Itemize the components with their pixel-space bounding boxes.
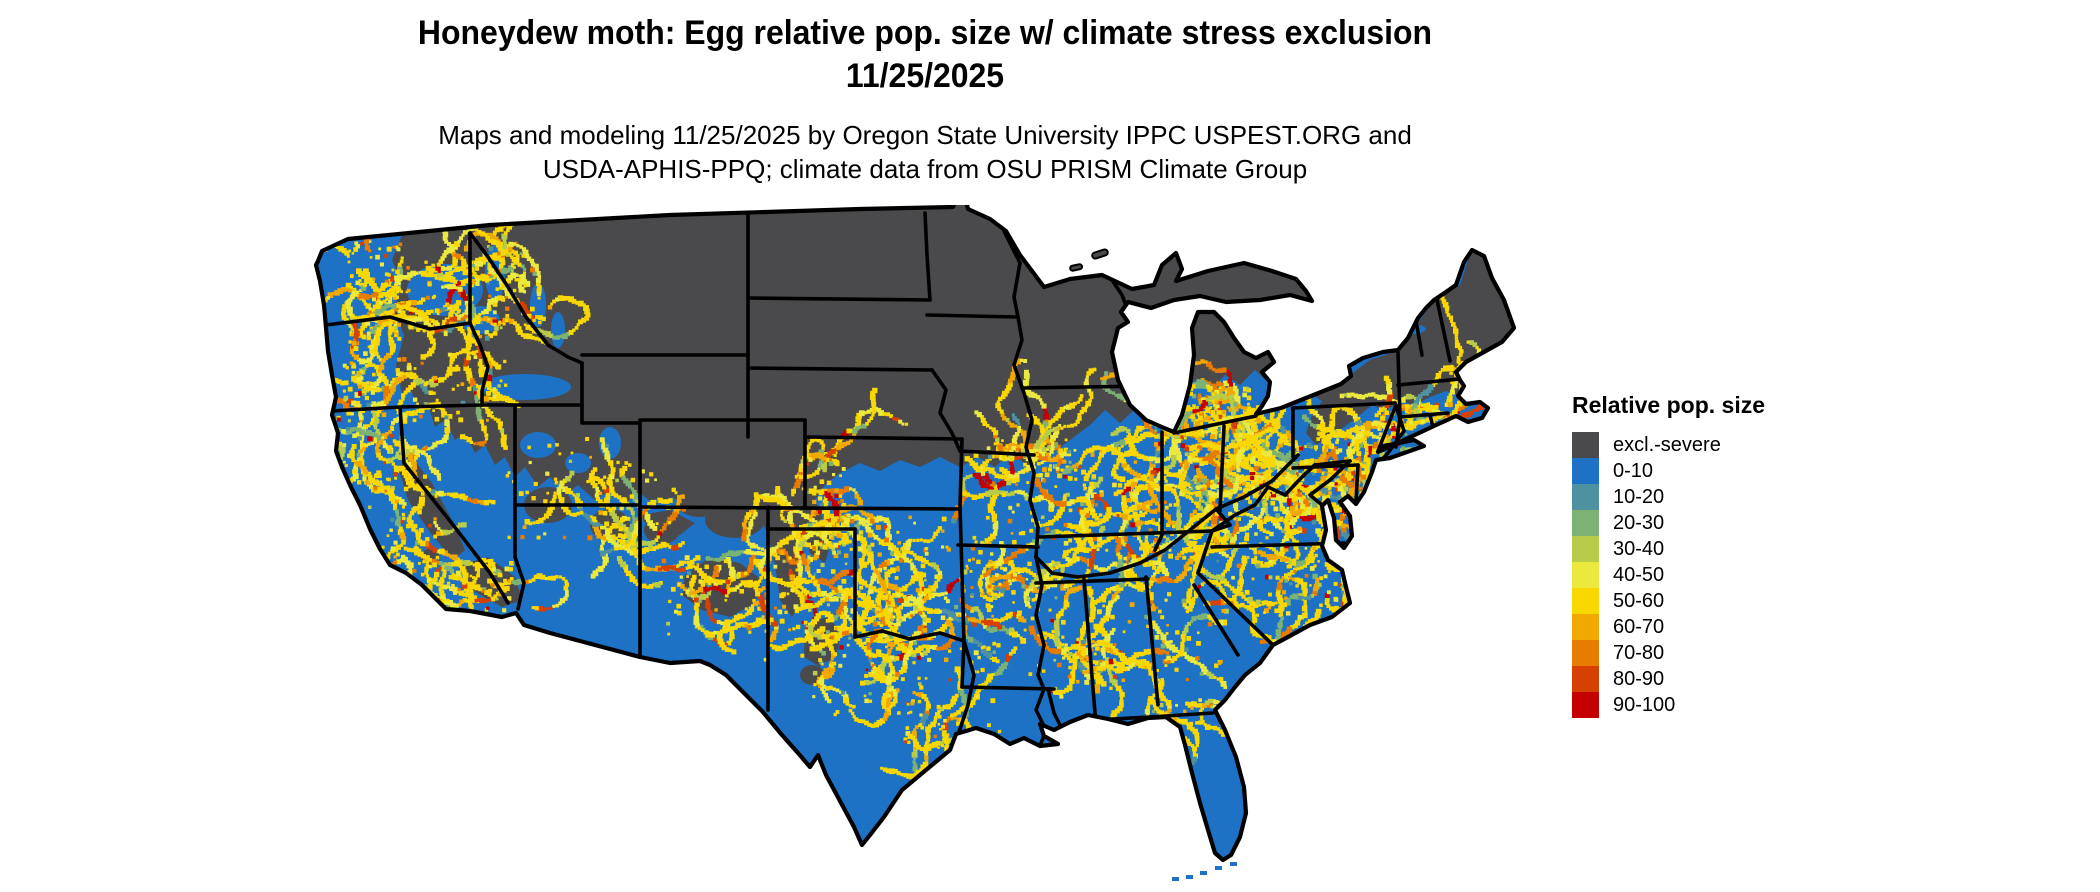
legend-item-label: excl.-severe [1613, 433, 1721, 456]
legend-item: 60-70 [1572, 614, 1765, 640]
legend-swatch [1572, 536, 1599, 562]
legend-swatch [1572, 614, 1599, 640]
legend-items: excl.-severe 0-10 10-20 20-30 30-40 40-50 50-6… [1572, 432, 1765, 718]
legend-item: 0-10 [1572, 458, 1765, 484]
us-map [310, 205, 1540, 892]
figure-credit-line2: USDA-APHIS-PPQ; climate data from OSU PR… [542, 154, 1308, 184]
legend-item: 40-50 [1572, 562, 1765, 588]
legend-swatch [1572, 692, 1599, 718]
legend-item-label: 20-30 [1613, 511, 1665, 534]
legend-item-label: 0-10 [1613, 459, 1654, 482]
legend-swatch [1572, 510, 1599, 536]
legend: Relative pop. size excl.-severe 0-10 10-20… [1572, 392, 1765, 718]
legend-item: excl.-severe [1572, 432, 1765, 458]
map-islands [1069, 248, 1237, 881]
figure-credit-line1: Maps and modeling 11/25/2025 by Oregon S… [438, 120, 1412, 150]
legend-swatch [1572, 562, 1599, 588]
map-coastline-outline [313, 205, 1517, 863]
legend-item-label: 60-70 [1613, 615, 1665, 638]
figure-title: Honeydew moth: Egg relative pop. size w/… [417, 14, 1433, 52]
legend-item-label: 10-20 [1613, 485, 1665, 508]
legend-item-label: 80-90 [1613, 667, 1665, 690]
legend-item-label: 50-60 [1613, 589, 1665, 612]
legend-item: 80-90 [1572, 666, 1765, 692]
legend-title: Relative pop. size [1572, 392, 1766, 418]
legend-item: 30-40 [1572, 536, 1765, 562]
legend-item-label: 90-100 [1613, 693, 1676, 716]
us-map-svg [313, 205, 1517, 881]
legend-item: 90-100 [1572, 692, 1765, 718]
figure-header: Honeydew moth: Egg relative pop. size w/… [310, 12, 1540, 186]
legend-item: 10-20 [1572, 484, 1765, 510]
legend-item-label: 70-80 [1613, 641, 1665, 664]
legend-swatch [1572, 484, 1599, 510]
legend-swatch [1572, 432, 1599, 458]
legend-item: 70-80 [1572, 640, 1765, 666]
legend-item-label: 30-40 [1613, 537, 1665, 560]
legend-item: 50-60 [1572, 588, 1765, 614]
figure-credits: Maps and modeling 11/25/2025 by Oregon S… [310, 118, 1540, 186]
legend-item-label: 40-50 [1613, 563, 1665, 586]
figure-title-date: 11/25/2025 [845, 57, 1005, 95]
legend-swatch [1572, 666, 1599, 692]
legend-swatch [1572, 458, 1599, 484]
legend-item: 20-30 [1572, 510, 1765, 536]
legend-swatch [1572, 588, 1599, 614]
legend-swatch [1572, 640, 1599, 666]
